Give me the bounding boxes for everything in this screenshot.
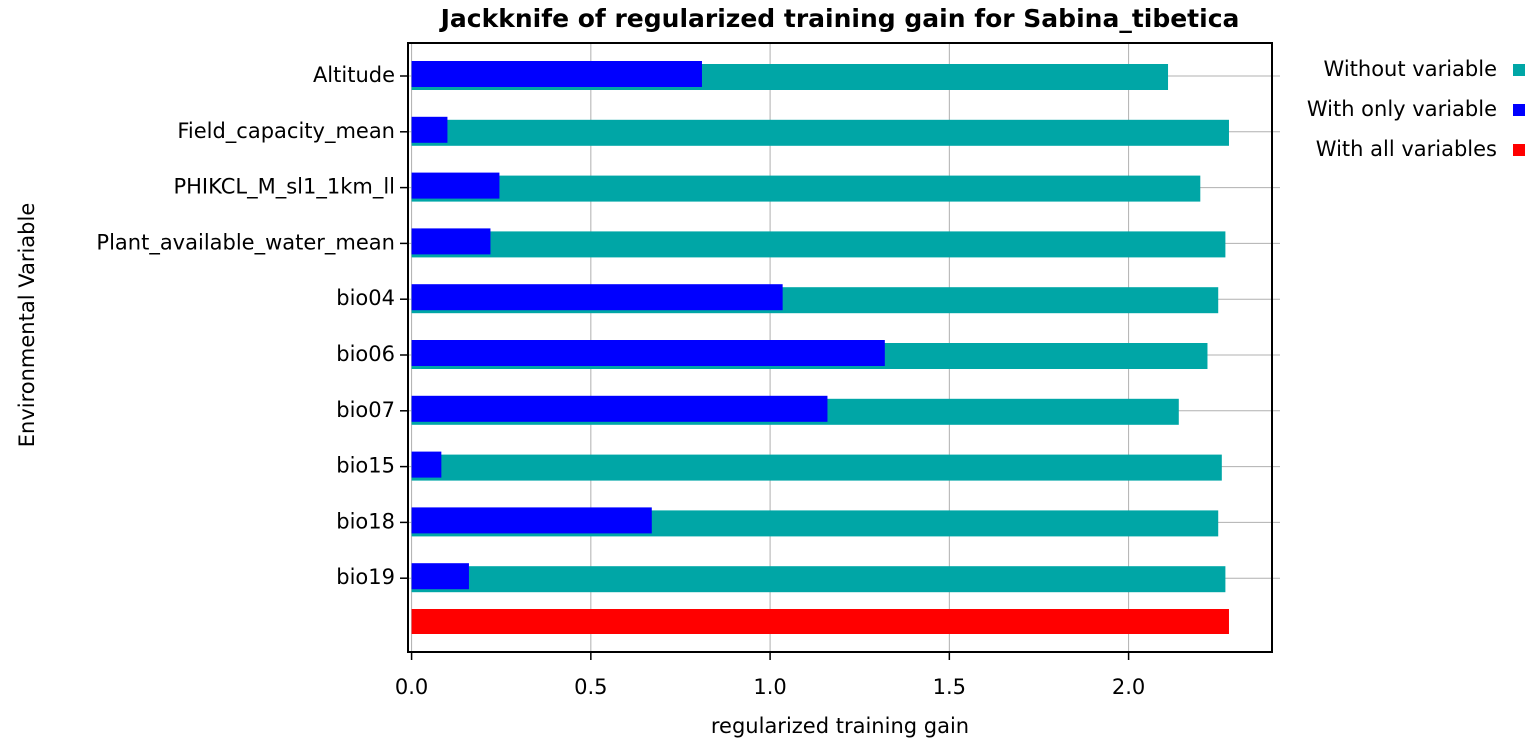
legend-swatch (1513, 64, 1525, 76)
legend-label: Without variable (1324, 57, 1497, 81)
bar (411, 175, 1201, 202)
legend-label: With all variables (1316, 137, 1497, 161)
bar (411, 451, 442, 478)
bar (411, 454, 1222, 481)
x-tick-label: 1.5 (933, 675, 966, 699)
y-tick-label: Plant_available_water_mean (96, 230, 395, 255)
bar (411, 340, 885, 366)
bar (411, 119, 1229, 146)
y-tick-label: bio06 (336, 342, 395, 366)
bar (411, 116, 448, 143)
bar (411, 231, 1226, 258)
x-tick-label: 0.5 (574, 675, 607, 699)
bar (411, 395, 828, 422)
bar (411, 284, 783, 311)
legend-swatch (1513, 104, 1525, 116)
bar (411, 566, 1226, 593)
y-tick-label: bio07 (336, 398, 395, 422)
legend-label: With only variable (1307, 97, 1497, 121)
y-tick-label: bio15 (336, 454, 395, 478)
chart-title: Jackknife of regularized training gain f… (439, 4, 1240, 33)
bar (411, 61, 702, 87)
y-tick-label: PHIKCL_M_sl1_1km_ll (173, 175, 395, 200)
y-tick-label: bio04 (336, 286, 395, 310)
bar (411, 228, 491, 255)
x-tick-label: 2.0 (1112, 675, 1145, 699)
y-tick-label: bio18 (336, 509, 395, 533)
bar (411, 507, 652, 534)
bar (411, 609, 1229, 634)
plot-frame (407, 42, 1273, 653)
y-tick-label: Altitude (313, 63, 395, 87)
y-axis-label: Environmental Variable (15, 203, 39, 448)
legend-swatch (1513, 144, 1525, 156)
y-tick-label: Field_capacity_mean (177, 119, 395, 144)
bar (411, 172, 500, 199)
bar (411, 563, 469, 590)
x-axis-label: regularized training gain (711, 714, 969, 738)
x-tick-label: 0.0 (395, 675, 428, 699)
x-tick-label: 1.0 (753, 675, 786, 699)
y-tick-label: bio19 (336, 565, 395, 589)
